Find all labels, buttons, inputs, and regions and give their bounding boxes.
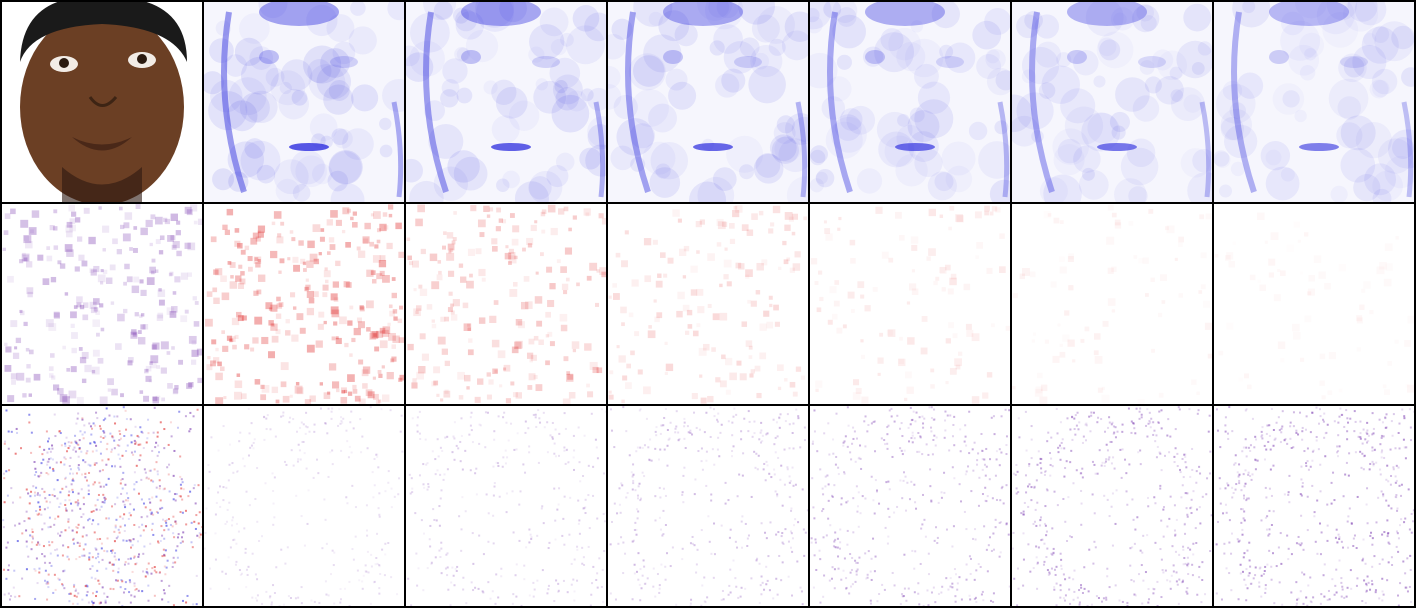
panel-r2-c1: [204, 406, 404, 606]
panel-r0-c6: [1214, 2, 1414, 202]
panel-r1-c4: [810, 204, 1010, 404]
panel-image: [1214, 204, 1414, 404]
panel-image: [1214, 406, 1414, 606]
panel-r2-c0: [2, 406, 202, 606]
panel-image: [406, 2, 606, 202]
panel-r2-c2: [406, 406, 606, 606]
panel-image: [608, 204, 808, 404]
panel-image: [204, 406, 404, 606]
panel-r0-c0: [2, 2, 202, 202]
panel-image: [1012, 2, 1212, 202]
panel-r1-c3: [608, 204, 808, 404]
panel-r2-c4: [810, 406, 1010, 606]
panel-image: [608, 2, 808, 202]
panel-r2-c5: [1012, 406, 1212, 606]
panel-r0-c3: [608, 2, 808, 202]
panel-image: [608, 406, 808, 606]
panel-image: [810, 406, 1010, 606]
panel-r2-c6: [1214, 406, 1414, 606]
panel-r1-c6: [1214, 204, 1414, 404]
panel-image: [204, 204, 404, 404]
panel-r2-c3: [608, 406, 808, 606]
panel-image: [2, 204, 202, 404]
panel-image: [204, 2, 404, 202]
panel-image: [1214, 2, 1414, 202]
panel-r0-c1: [204, 2, 404, 202]
panel-r1-c2: [406, 204, 606, 404]
panel-r1-c1: [204, 204, 404, 404]
panel-r1-c0: [2, 204, 202, 404]
panel-image: [1012, 406, 1212, 606]
panel-image: [810, 204, 1010, 404]
panel-image: [810, 2, 1010, 202]
panel-image: [406, 204, 606, 404]
panel-image: [2, 406, 202, 606]
panel-r0-c2: [406, 2, 606, 202]
panel-r1-c5: [1012, 204, 1212, 404]
panel-image: [1012, 204, 1212, 404]
panel-image: [406, 406, 606, 606]
panel-r0-c4: [810, 2, 1010, 202]
panel-r0-c5: [1012, 2, 1212, 202]
panel-image: [2, 2, 202, 202]
